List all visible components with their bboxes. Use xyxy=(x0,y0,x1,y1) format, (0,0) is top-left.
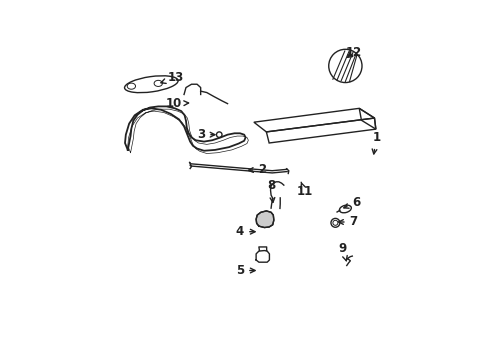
Text: 12: 12 xyxy=(345,46,362,59)
Text: 5: 5 xyxy=(236,264,255,277)
Text: 13: 13 xyxy=(161,71,184,84)
Text: 8: 8 xyxy=(267,179,275,202)
Text: 4: 4 xyxy=(236,225,255,238)
Text: 7: 7 xyxy=(339,216,358,229)
Text: 2: 2 xyxy=(248,163,266,176)
Polygon shape xyxy=(256,211,274,228)
Text: 11: 11 xyxy=(296,182,313,198)
Text: 6: 6 xyxy=(344,196,361,209)
Text: 1: 1 xyxy=(372,131,380,154)
Text: 9: 9 xyxy=(339,242,347,261)
Text: 3: 3 xyxy=(197,128,215,141)
Text: 10: 10 xyxy=(166,97,189,110)
